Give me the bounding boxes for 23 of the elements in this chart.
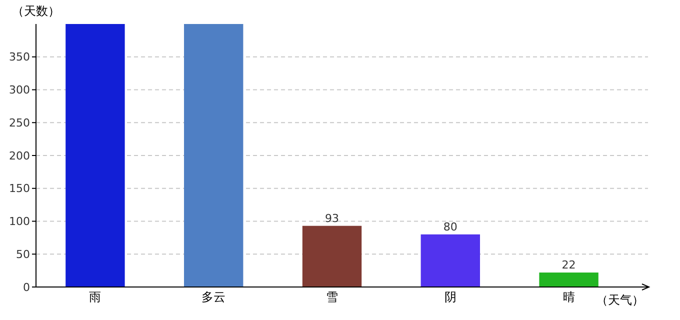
y-tick-label: 0 bbox=[23, 280, 30, 294]
bar bbox=[184, 24, 244, 287]
bar bbox=[420, 234, 480, 287]
data-label: 80 bbox=[443, 220, 458, 234]
x-tick-label: 雨 bbox=[89, 290, 102, 304]
y-axis-title: （天数） bbox=[12, 4, 60, 18]
x-tick-label: 多云 bbox=[202, 290, 226, 304]
y-tick-label: 100 bbox=[9, 215, 30, 228]
y-tick-label: 250 bbox=[9, 116, 30, 130]
x-tick-label: 晴 bbox=[562, 290, 575, 304]
y-tick-label: 200 bbox=[9, 149, 30, 162]
y-tick-label: 50 bbox=[16, 248, 30, 261]
x-tick-label: 阴 bbox=[444, 290, 456, 304]
x-tick-label: 雪 bbox=[326, 290, 338, 304]
data-label: 93 bbox=[325, 212, 339, 225]
data-label: 22 bbox=[562, 258, 576, 272]
bar bbox=[539, 272, 598, 287]
y-tick-label: 300 bbox=[9, 84, 30, 97]
y-tick-label: 350 bbox=[9, 50, 30, 64]
bar bbox=[66, 24, 125, 287]
y-tick-label: 150 bbox=[9, 182, 30, 196]
bar bbox=[302, 226, 362, 287]
x-axis-title: （天气） bbox=[596, 293, 644, 307]
